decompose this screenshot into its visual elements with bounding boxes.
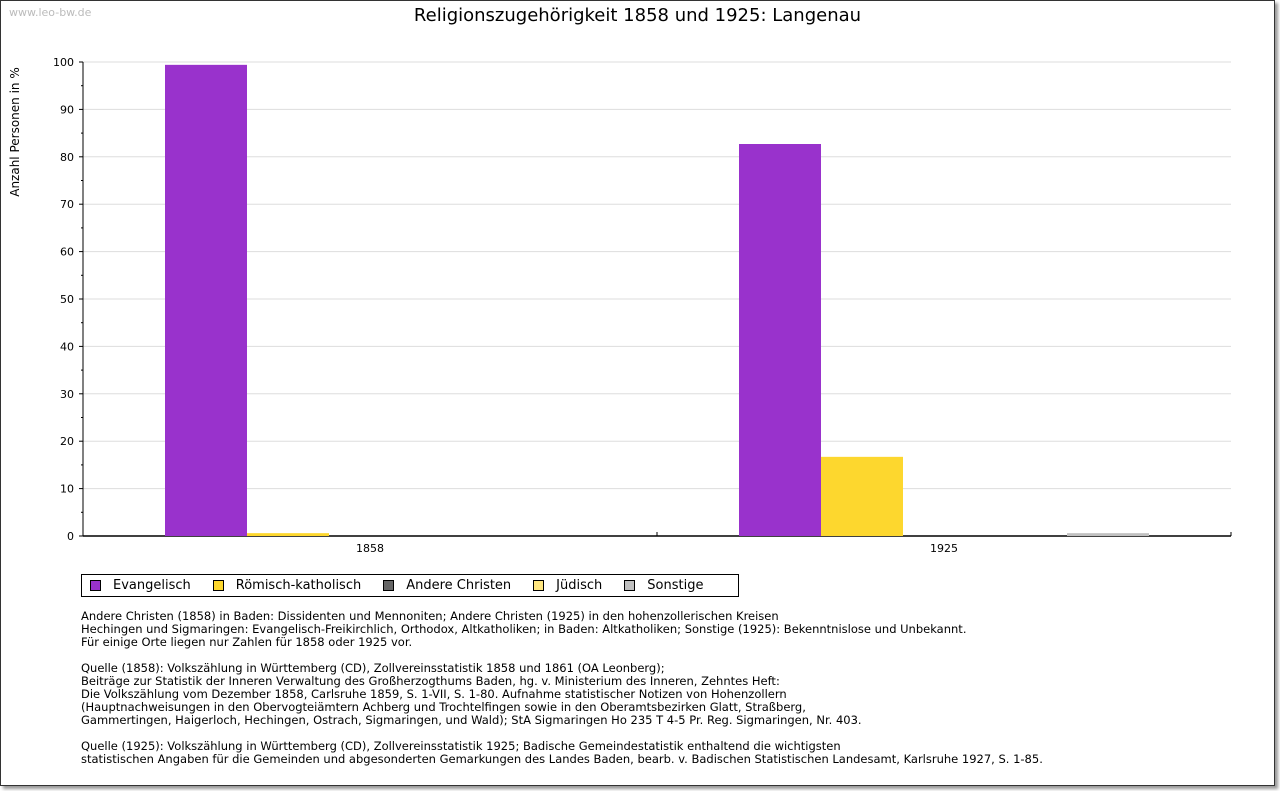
legend-item: Sonstige — [624, 578, 703, 593]
legend: Evangelisch Römisch-katholisch Andere Chri… — [81, 574, 739, 597]
y-tick-label: 100 — [53, 56, 74, 69]
legend-label: Andere Christen — [406, 578, 512, 593]
legend-swatch — [90, 580, 101, 591]
legend-label: Sonstige — [647, 578, 704, 593]
note-paragraph: Andere Christen (1858) in Baden: Disside… — [81, 609, 967, 649]
bar-r-misch-katholisch-1925 — [821, 456, 903, 536]
plot-area: 0 10 20 30 40 50 60 70 80 90 100 1858 1925 — [53, 56, 1232, 555]
legend-swatch — [212, 580, 224, 591]
y-tick-label: 10 — [60, 483, 74, 496]
legend-item: Evangelisch — [90, 578, 191, 593]
legend-item: Andere Christen — [383, 578, 511, 593]
y-tick-label: 50 — [60, 293, 74, 306]
legend-swatch — [383, 580, 395, 591]
chart-title: Religionszugehörigkeit 1858 und 1925: La… — [413, 5, 862, 26]
legend-label: Evangelisch — [113, 578, 191, 593]
y-tick-label: 80 — [60, 151, 74, 164]
y-tick-label: 90 — [60, 103, 74, 116]
y-tick-label: 40 — [60, 340, 74, 353]
legend-label: Römisch-katholisch — [235, 578, 362, 593]
y-tick-label: 20 — [60, 435, 74, 448]
legend-item: Römisch-katholisch — [212, 578, 362, 593]
bar-evangelisch-1925 — [739, 144, 821, 536]
y-tick-label: 30 — [60, 388, 74, 401]
bar-r-misch-katholisch-1858 — [247, 533, 329, 536]
legend-swatch — [624, 580, 636, 591]
note-paragraph: Quelle (1858): Volkszählung in Württembe… — [81, 661, 862, 727]
x-tick-label: 1858 — [356, 542, 384, 555]
legend-swatch — [533, 580, 545, 591]
bar-evangelisch-1858 — [165, 64, 247, 537]
y-tick-label: 0 — [67, 530, 74, 543]
y-tick-label: 60 — [60, 246, 74, 259]
legend-item: Jüdisch — [533, 578, 602, 593]
legend-label: Jüdisch — [556, 578, 603, 593]
bar-sonstige-1925 — [1067, 533, 1149, 536]
watermark: www.leo-bw.de — [9, 6, 92, 19]
x-tick-label: 1925 — [930, 542, 958, 555]
note-paragraph: Quelle (1925): Volkszählung in Württembe… — [81, 739, 1043, 766]
y-tick-label: 70 — [60, 198, 74, 211]
notes: Andere Christen (1858) in Baden: Disside… — [81, 610, 1043, 779]
